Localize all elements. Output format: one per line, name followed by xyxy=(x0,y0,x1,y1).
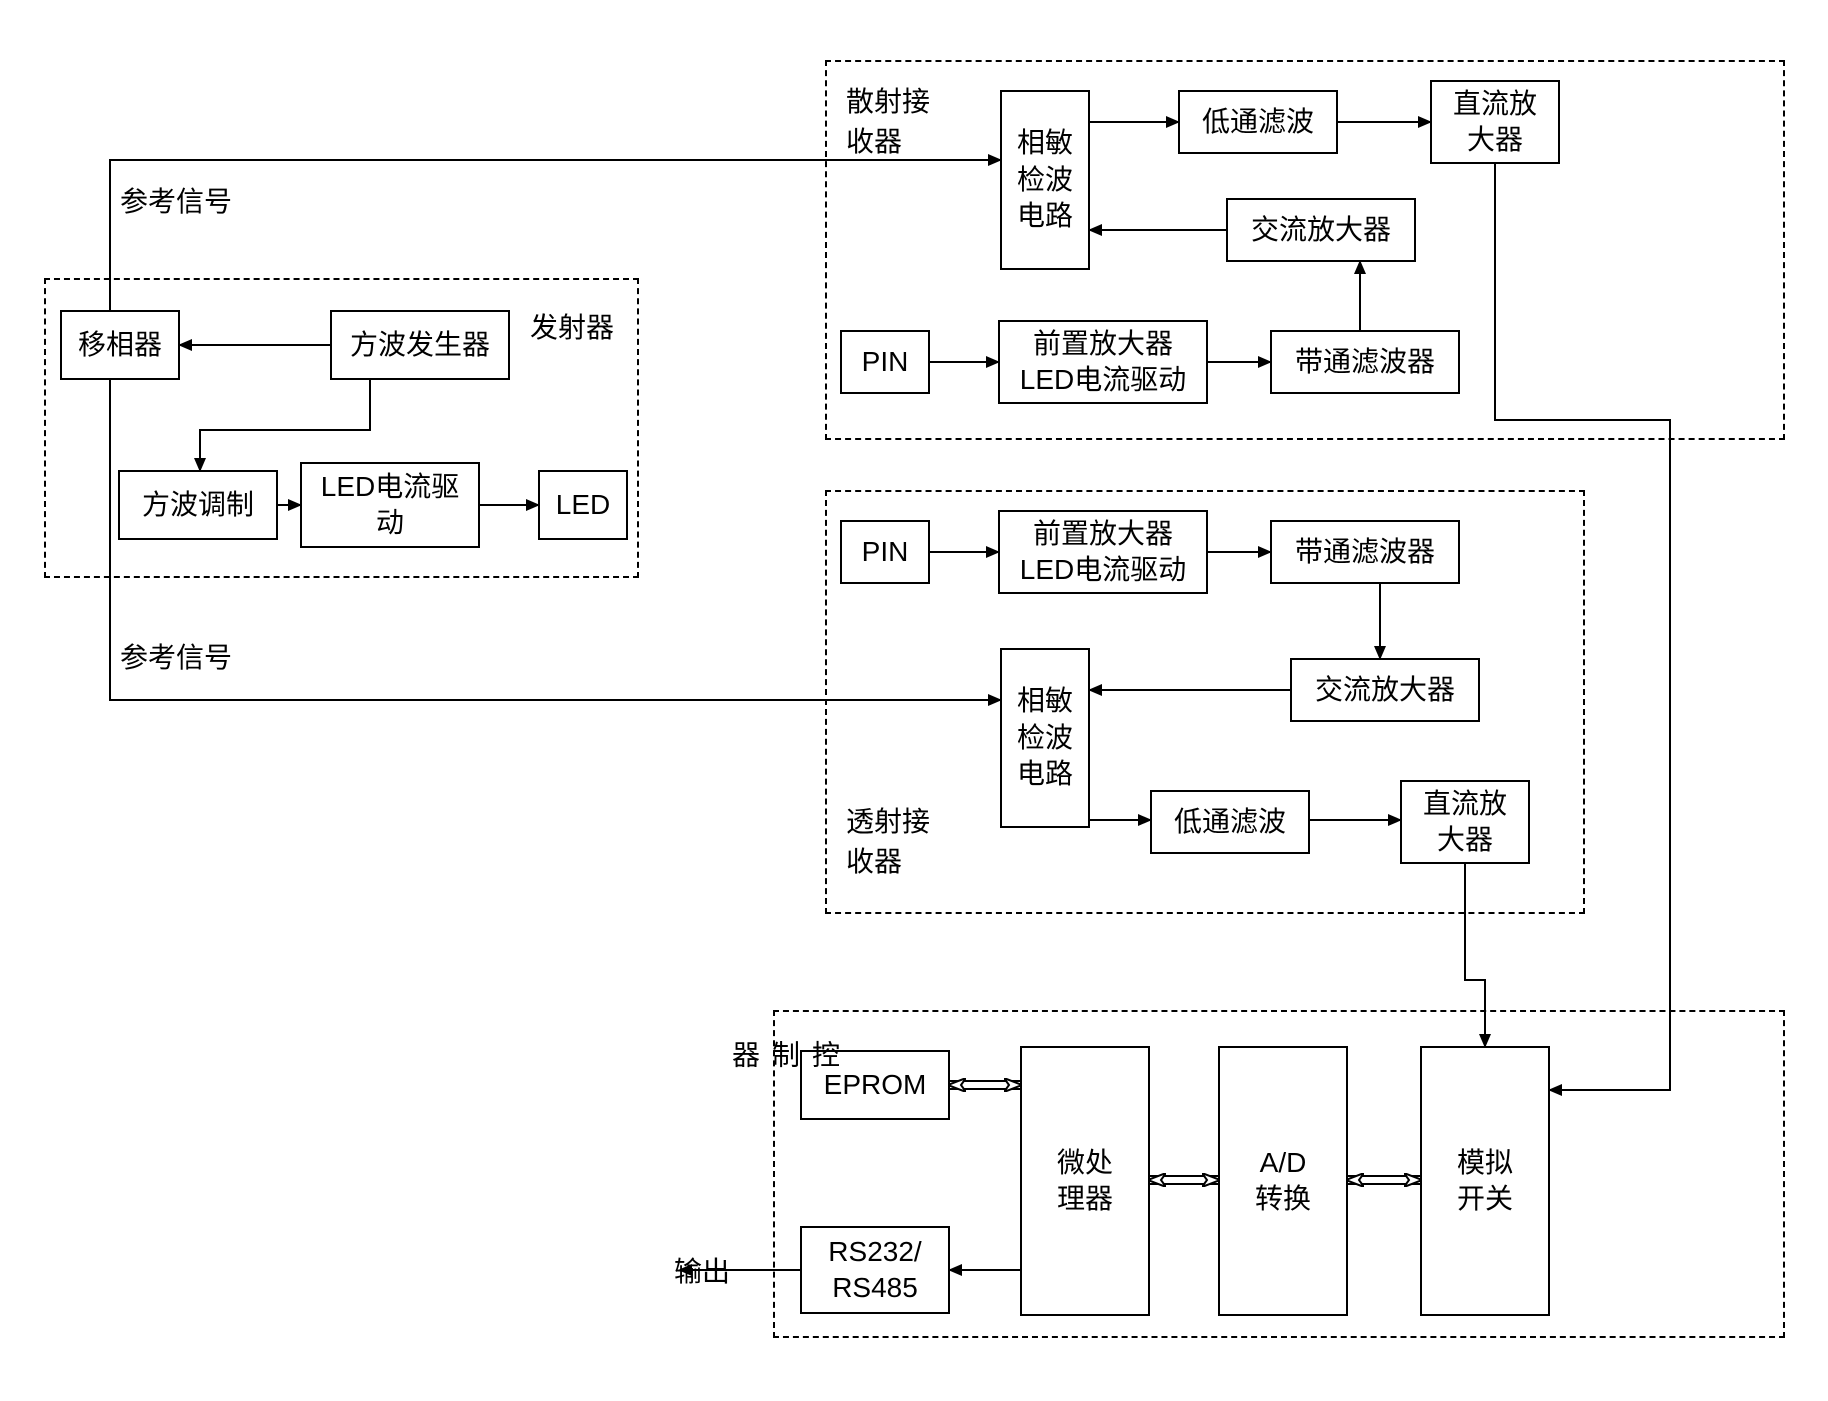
label: 交流放大器 xyxy=(1315,672,1455,708)
box-analog-switch: 模拟开关 xyxy=(1420,1046,1550,1316)
label: LED xyxy=(556,487,610,523)
label-transmission-receiver-title: 透射接收器 xyxy=(846,800,930,880)
label: 方波发生器 xyxy=(350,327,490,363)
label: 带通滤波器 xyxy=(1295,344,1435,380)
label: 带通滤波器 xyxy=(1295,534,1435,570)
box-serial: RS232/RS485 xyxy=(800,1226,950,1314)
label-output: 输出 xyxy=(674,1250,730,1290)
label: 移相器 xyxy=(78,327,162,363)
box-trans-preamp: 前置放大器LED电流驱动 xyxy=(998,510,1208,594)
box-trans-bpf: 带通滤波器 xyxy=(1270,520,1460,584)
box-square-wave-generator: 方波发生器 xyxy=(330,310,510,380)
label: EPROM xyxy=(824,1067,927,1103)
label: 直流放大器 xyxy=(1453,86,1537,159)
label-reference-signal-top: 参考信号 xyxy=(120,180,232,220)
box-led: LED xyxy=(538,470,628,540)
box-adc: A/D转换 xyxy=(1218,1046,1348,1316)
box-scatter-pin: PIN xyxy=(840,330,930,394)
label: RS232/RS485 xyxy=(828,1234,921,1307)
label: PIN xyxy=(862,534,909,570)
box-trans-pin: PIN xyxy=(840,520,930,584)
box-scatter-psd: 相敏检波电路 xyxy=(1000,90,1090,270)
label-reference-signal-bottom: 参考信号 xyxy=(120,636,232,676)
box-scatter-bpf: 带通滤波器 xyxy=(1270,330,1460,394)
box-trans-ac-amp: 交流放大器 xyxy=(1290,658,1480,722)
label: 模拟开关 xyxy=(1457,1145,1513,1218)
box-scatter-dc-amp: 直流放大器 xyxy=(1430,80,1560,164)
box-led-current-driver: LED电流驱动 xyxy=(300,462,480,548)
box-microprocessor: 微处理器 xyxy=(1020,1046,1150,1316)
diagram-canvas: 移相器 方波发生器 方波调制 LED电流驱动 LED 相敏检波电路 低通滤波 直… xyxy=(0,0,1828,1401)
label-controller-title: 控制器 xyxy=(724,1040,844,1070)
label: 相敏检波电路 xyxy=(1017,125,1073,234)
label: 低通滤波 xyxy=(1174,804,1286,840)
label: PIN xyxy=(862,344,909,380)
box-phase-shifter: 移相器 xyxy=(60,310,180,380)
box-square-wave-modulator: 方波调制 xyxy=(118,470,278,540)
label: 交流放大器 xyxy=(1251,212,1391,248)
label: 直流放大器 xyxy=(1423,786,1507,859)
label-transmitter-title: 发射器 xyxy=(530,306,614,346)
label: LED电流驱动 xyxy=(321,469,459,542)
label: A/D转换 xyxy=(1255,1145,1311,1218)
box-trans-psd: 相敏检波电路 xyxy=(1000,648,1090,828)
label: 前置放大器LED电流驱动 xyxy=(1020,516,1186,589)
box-scatter-ac-amp: 交流放大器 xyxy=(1226,198,1416,262)
label: 微处理器 xyxy=(1057,1145,1113,1218)
box-scatter-lpf: 低通滤波 xyxy=(1178,90,1338,154)
label: 前置放大器LED电流驱动 xyxy=(1020,326,1186,399)
label: 相敏检波电路 xyxy=(1017,683,1073,792)
box-trans-lpf: 低通滤波 xyxy=(1150,790,1310,854)
label-scatter-receiver-title: 散射接收器 xyxy=(846,80,930,160)
label: 低通滤波 xyxy=(1202,104,1314,140)
label: 方波调制 xyxy=(142,487,254,523)
box-scatter-preamp: 前置放大器LED电流驱动 xyxy=(998,320,1208,404)
box-trans-dc-amp: 直流放大器 xyxy=(1400,780,1530,864)
